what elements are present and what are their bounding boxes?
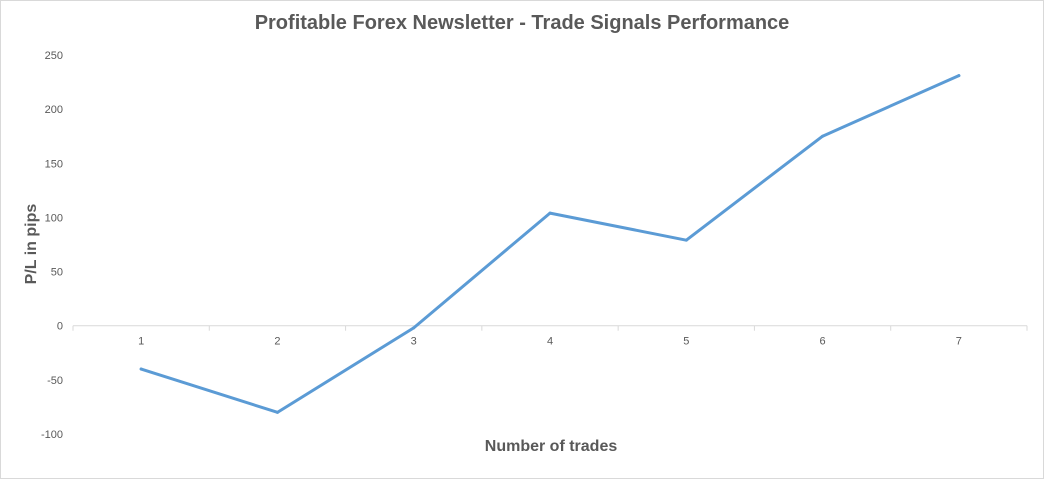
data-point xyxy=(821,134,825,138)
y-tick-label: 250 xyxy=(45,50,63,62)
data-point xyxy=(139,367,143,371)
data-point xyxy=(684,238,688,242)
y-tick-label: 200 xyxy=(45,104,63,116)
y-tick-label: 0 xyxy=(57,321,63,333)
x-tick-label: 7 xyxy=(956,336,962,348)
y-tick-label: -100 xyxy=(41,429,63,441)
x-axis-label: Number of trades xyxy=(484,438,618,455)
x-tick-label: 2 xyxy=(274,336,280,348)
chart-title: Profitable Forex Newsletter - Trade Sign… xyxy=(254,12,790,34)
x-tick-label: 1 xyxy=(138,336,144,348)
data-point xyxy=(412,326,416,330)
x-tick-label: 5 xyxy=(683,336,689,348)
x-tick-label: 6 xyxy=(820,336,826,348)
data-point xyxy=(957,74,961,78)
x-tick-label: 3 xyxy=(411,336,417,348)
data-point xyxy=(275,410,279,414)
series-line xyxy=(139,74,961,414)
data-point xyxy=(548,211,552,215)
y-tick-label: 50 xyxy=(51,267,63,279)
y-tick-label: 150 xyxy=(45,158,63,170)
x-tick-label: 4 xyxy=(547,336,553,348)
y-tick-label: -50 xyxy=(47,375,63,387)
y-tick-label: 100 xyxy=(45,212,63,224)
